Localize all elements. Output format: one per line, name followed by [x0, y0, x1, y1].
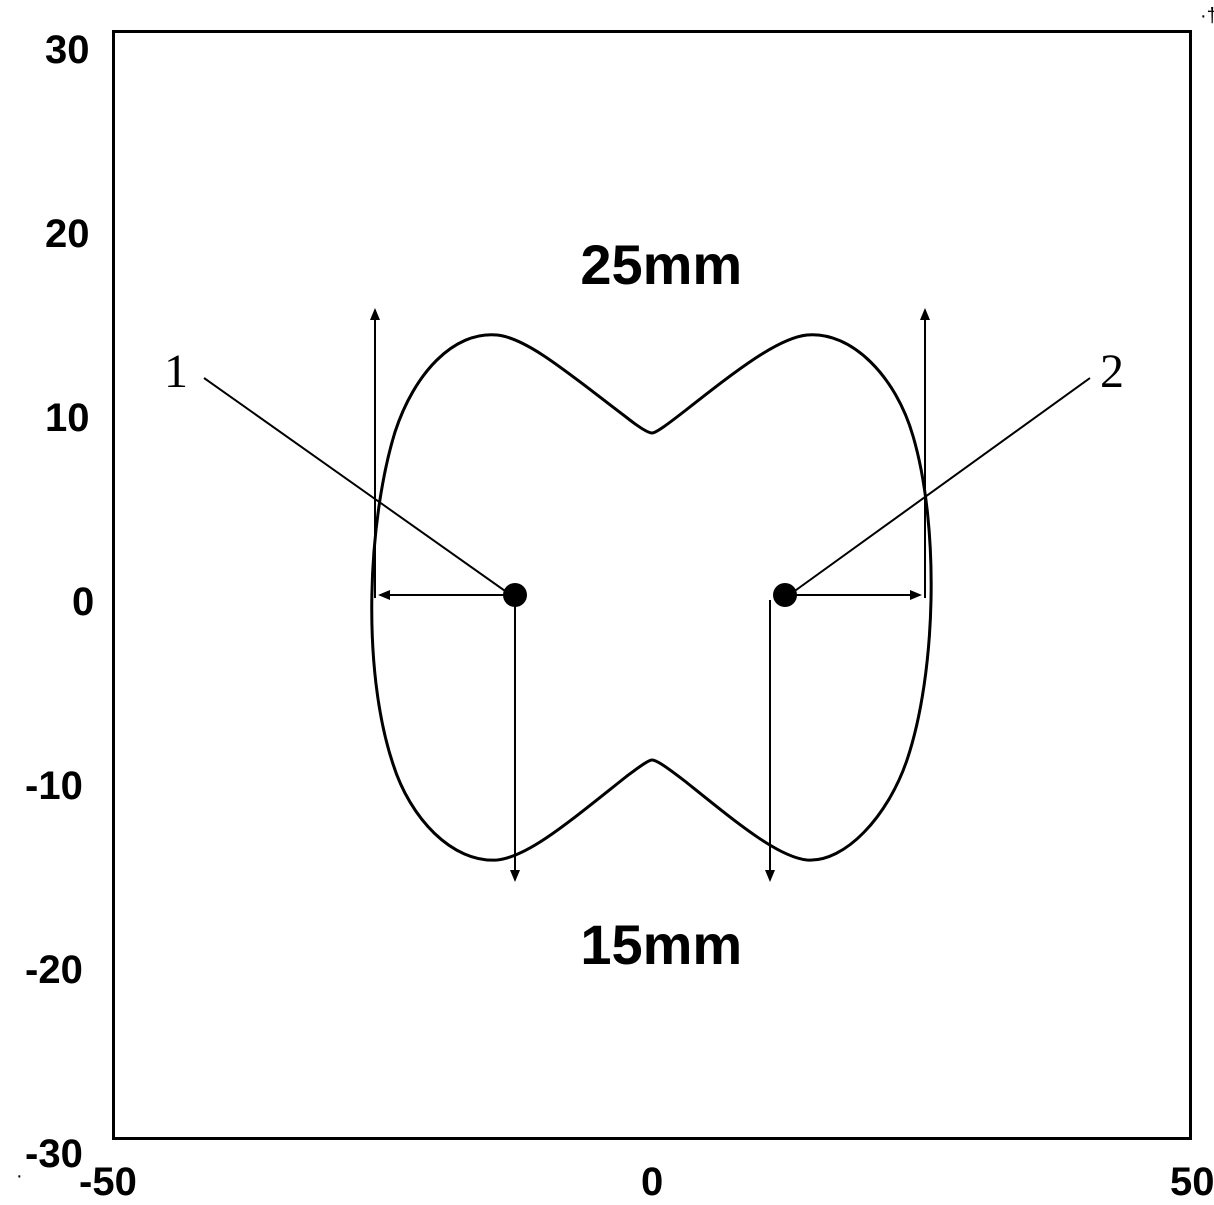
corner-mark-tr: ·†	[1200, 5, 1214, 27]
corner-mark-bl: ·	[16, 1165, 23, 1187]
callout-line-2	[785, 378, 1090, 598]
lobe-curve	[372, 335, 931, 860]
diagram-svg: ·† ·	[0, 0, 1214, 1198]
callout-line-1	[204, 378, 515, 598]
